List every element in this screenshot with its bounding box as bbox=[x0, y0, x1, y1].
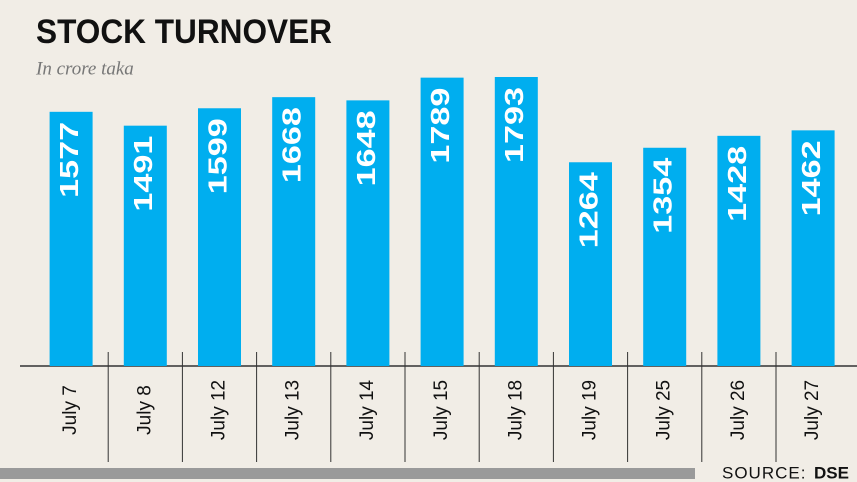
x-tick-label: July 26 bbox=[728, 380, 749, 440]
bar bbox=[420, 77, 464, 367]
x-tick-label: July 12 bbox=[209, 380, 230, 440]
bar bbox=[643, 147, 687, 366]
value-label: 1668 bbox=[277, 107, 307, 183]
x-tick-label: July 15 bbox=[431, 380, 452, 440]
chart-subtitle: In crore taka bbox=[35, 58, 134, 79]
value-label: 1354 bbox=[648, 157, 678, 234]
x-tick-label: July 18 bbox=[505, 380, 526, 440]
value-label: 1491 bbox=[128, 136, 158, 212]
bar bbox=[49, 111, 93, 366]
x-tick-label: July 25 bbox=[654, 380, 675, 440]
bar bbox=[123, 125, 167, 366]
value-label: 1428 bbox=[722, 146, 752, 222]
value-label: 1793 bbox=[499, 87, 529, 163]
x-tick-label: July 13 bbox=[283, 380, 304, 440]
value-label: 1648 bbox=[351, 110, 381, 186]
bar bbox=[494, 77, 538, 366]
bar bbox=[272, 97, 316, 366]
value-label: 1577 bbox=[54, 122, 84, 198]
x-tick-label: July 8 bbox=[134, 385, 155, 435]
bar bbox=[569, 162, 612, 366]
bar bbox=[346, 100, 390, 366]
x-tick-label: July 27 bbox=[802, 380, 823, 440]
value-label: 1789 bbox=[425, 88, 455, 164]
x-tick-label: July 19 bbox=[580, 380, 601, 440]
x-tick-label: July 7 bbox=[60, 385, 81, 435]
value-label: 1599 bbox=[202, 118, 232, 194]
source: DSE bbox=[814, 463, 849, 482]
value-label: 1462 bbox=[796, 140, 826, 216]
footer-bar bbox=[0, 468, 695, 479]
x-tick-label: July 14 bbox=[357, 379, 378, 440]
bar bbox=[791, 130, 835, 366]
bar bbox=[198, 108, 241, 366]
chart-title: STOCK TURNOVER bbox=[36, 13, 332, 51]
bar bbox=[717, 135, 761, 366]
value-label: 1264 bbox=[573, 172, 603, 249]
source-label: SOURCE: bbox=[722, 463, 806, 482]
